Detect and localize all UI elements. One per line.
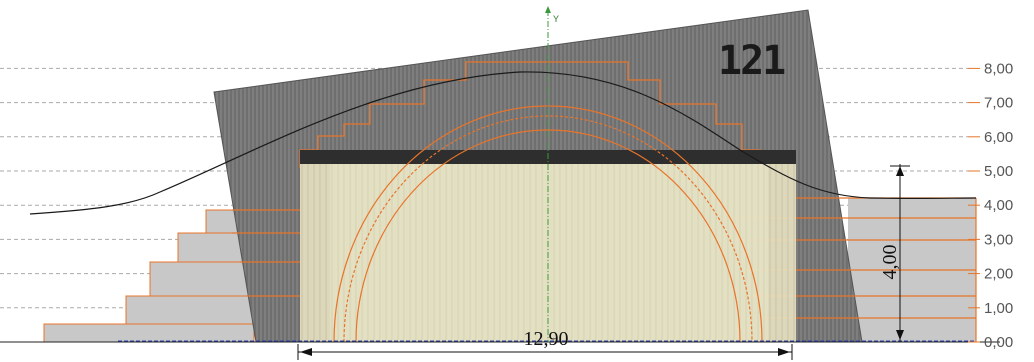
building-logo: 121	[718, 38, 785, 84]
terrain-steps-left	[43, 209, 255, 343]
level-label: 0,00	[984, 334, 1013, 351]
level-label: 8,00	[984, 60, 1013, 77]
level-label: 4,00	[984, 197, 1013, 214]
level-label: 7,00	[984, 95, 1013, 112]
level-labels: 0,00 1,00 2,00 3,00 4,00 5,00 6,00 7,00 8,00	[968, 60, 1013, 351]
y-axis: Y	[545, 6, 559, 342]
dimension-horizontal: 12,90	[297, 328, 793, 360]
level-label: 1,00	[984, 300, 1013, 317]
terrain-curve	[29, 71, 977, 215]
level-label: 6,00	[984, 129, 1013, 146]
horizontal-dimension-label: 12,90	[524, 328, 569, 350]
dimension-vertical: 4,00	[879, 164, 910, 342]
level-label: 5,00	[984, 163, 1013, 180]
vertical-dimension-label: 4,00	[879, 245, 901, 280]
y-axis-label: Y	[553, 14, 559, 24]
interior-shade	[330, 164, 768, 342]
level-label: 2,00	[984, 266, 1013, 283]
level-label: 3,00	[984, 231, 1013, 248]
